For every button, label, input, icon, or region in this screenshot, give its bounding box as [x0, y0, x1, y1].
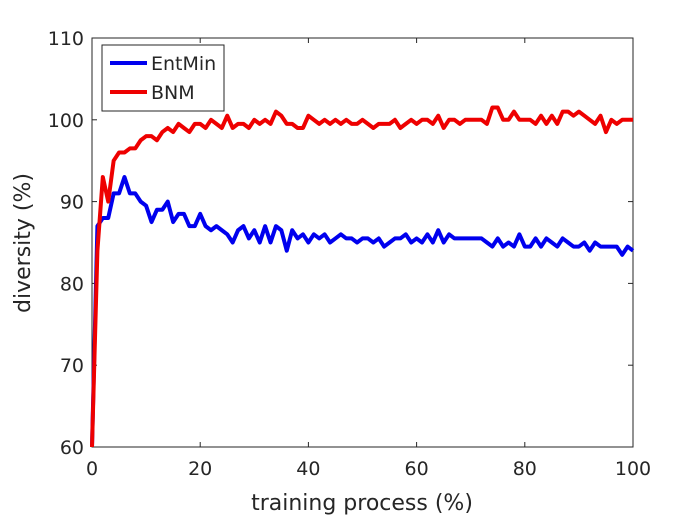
y-tick-label: 60 [60, 437, 84, 459]
line-series [90, 105, 633, 448]
line-series [90, 175, 635, 448]
x-tick-label: 80 [513, 458, 537, 480]
legend-label: BNM [151, 82, 195, 104]
x-tick-label: 0 [86, 458, 98, 480]
y-axis-label: diversity (%) [11, 173, 36, 313]
x-tick-label: 40 [296, 458, 320, 480]
y-tick-label: 110 [48, 28, 84, 50]
x-tick-label: 100 [615, 458, 651, 480]
y-tick-label: 80 [60, 273, 84, 295]
y-tick-label: 100 [48, 110, 84, 132]
x-axis-label: training process (%) [251, 491, 473, 516]
legend-box [101, 44, 225, 112]
legend-label: EntMin [151, 53, 216, 75]
x-tick-label: 20 [188, 458, 212, 480]
x-tick-label: 60 [405, 458, 429, 480]
y-tick-label: 90 [60, 192, 84, 214]
y-tick-label: 70 [60, 355, 84, 377]
